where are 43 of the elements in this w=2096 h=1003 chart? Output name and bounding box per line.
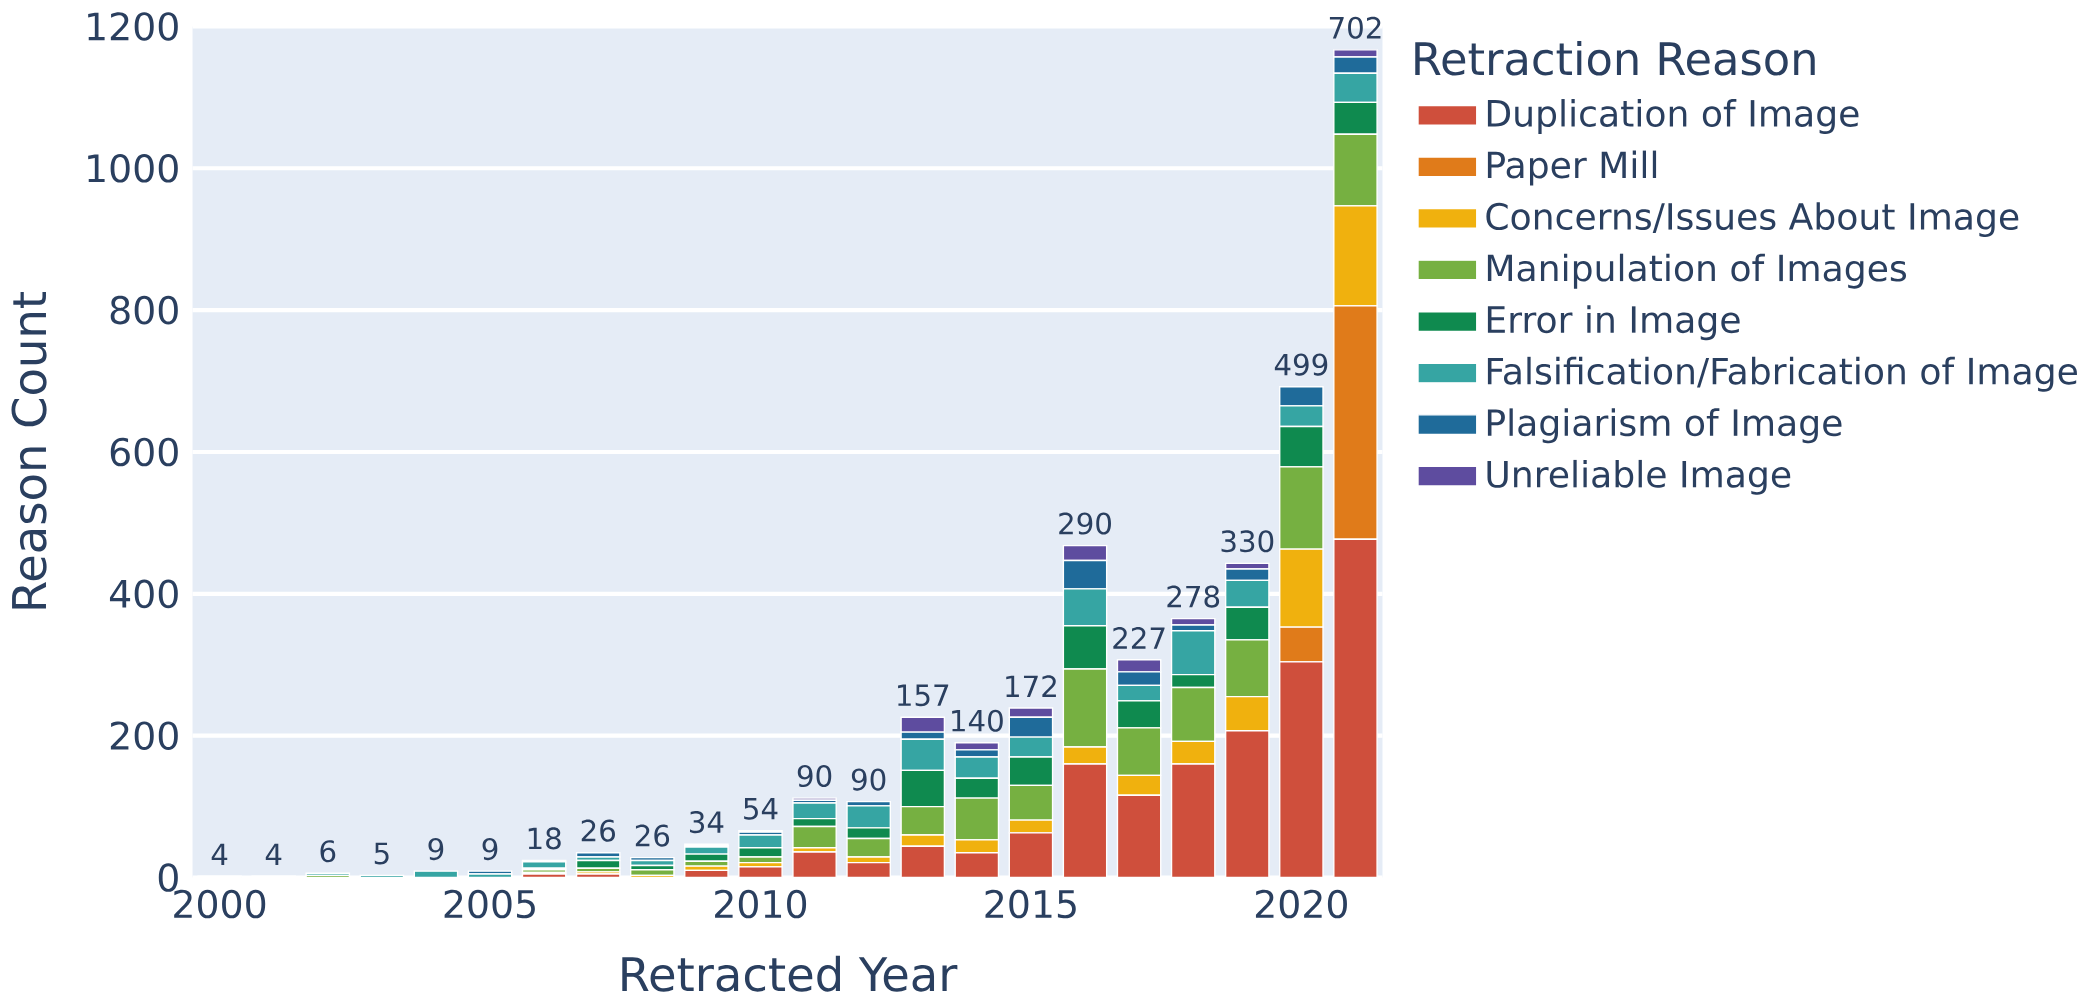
annotation: 290 xyxy=(1059,512,1111,535)
legend-label: Paper Mill xyxy=(1487,150,1657,186)
y-tick-label: 400 xyxy=(109,579,178,609)
annotation: 6 xyxy=(320,840,336,863)
annotation: 26 xyxy=(635,824,670,847)
x-tick-label: 2020 xyxy=(1255,889,1347,919)
y-tick-label: 200 xyxy=(110,721,178,750)
legend-label: Concerns/Issues About Image xyxy=(1486,202,2019,237)
legend-label: Error in Image xyxy=(1487,305,1740,341)
legend-label: Duplication of Image xyxy=(1487,98,1859,134)
legend-label: Plagiarism of Image xyxy=(1487,408,1842,444)
annotation: 330 xyxy=(1221,530,1274,553)
y-tick-label: 1000 xyxy=(88,153,178,183)
annotation: 90 xyxy=(797,764,832,788)
annotation: 172 xyxy=(1006,675,1056,697)
annotation: 278 xyxy=(1167,585,1220,608)
annotation: 90 xyxy=(851,768,886,791)
legend-label: Manipulation of Images xyxy=(1487,253,1907,289)
y-tick-label: 600 xyxy=(110,437,178,467)
legend-label: Unreliable Image xyxy=(1487,459,1791,495)
annotation: 499 xyxy=(1274,353,1328,376)
x-tick-label: 2010 xyxy=(715,889,807,919)
annotation: 157 xyxy=(898,684,949,707)
x-tick-label: 2005 xyxy=(444,889,535,919)
annotation: 54 xyxy=(744,797,778,820)
annotation: 702 xyxy=(1329,16,1381,39)
legend-label: Falsification/Fabrication of Image xyxy=(1487,356,2077,392)
x-tick-label: 2015 xyxy=(985,889,1076,919)
annotation: 34 xyxy=(689,810,724,834)
annotation: 26 xyxy=(581,819,615,842)
annotation: 4 xyxy=(211,843,228,866)
y-tick-label: 1200 xyxy=(88,12,178,41)
annotation: 140 xyxy=(952,709,1003,732)
legend-title: Retraction Reason xyxy=(1415,40,1815,76)
annotation: 4 xyxy=(265,843,282,866)
annotation: 5 xyxy=(374,842,389,865)
annotation: 9 xyxy=(482,837,498,861)
y-tick-label: 800 xyxy=(110,295,178,325)
annotation: 227 xyxy=(1113,626,1165,649)
x-axis-title: Retracted Year xyxy=(622,955,958,992)
annotation: 18 xyxy=(528,827,561,850)
y-axis-title: Reason Count xyxy=(11,291,47,609)
annotation: 9 xyxy=(428,837,444,861)
